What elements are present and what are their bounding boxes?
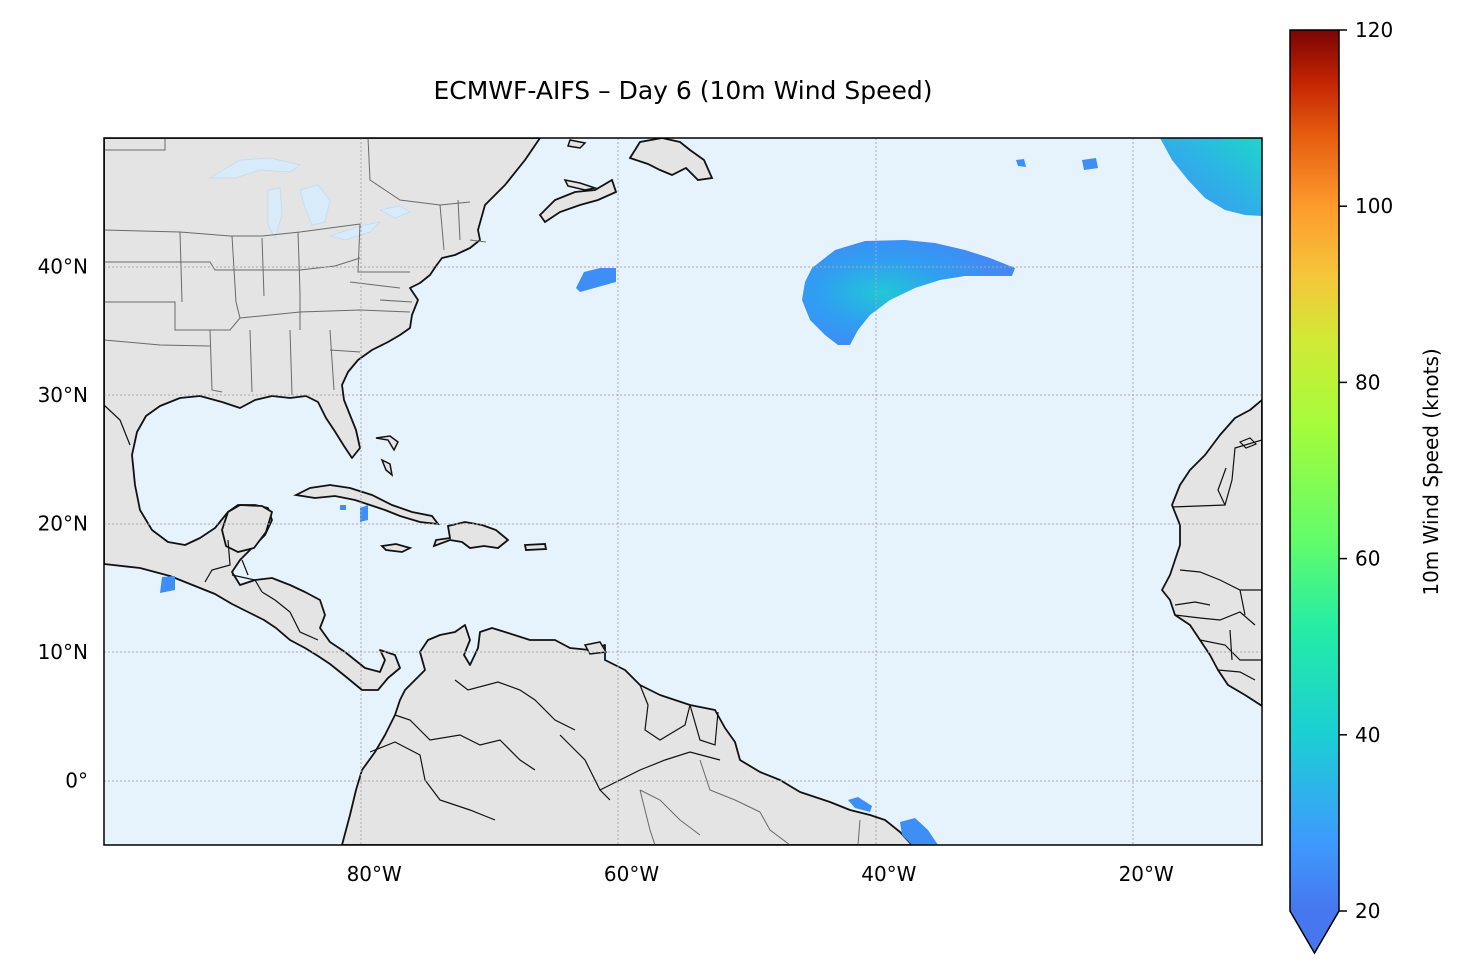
- map-panel: [103, 137, 1263, 846]
- gridlines: [104, 138, 1262, 845]
- colorbar-outline: [1289, 29, 1340, 955]
- land-north-america: [104, 138, 541, 691]
- wind-cell-equator-b: [900, 818, 938, 845]
- x-tick-label: 80°W: [347, 862, 402, 886]
- y-tick-labels: 40°N 30°N 20°N 10°N 0°: [38, 255, 88, 793]
- wind-cell-azores-b: [1082, 158, 1098, 170]
- map-frame: [103, 137, 1263, 846]
- state-borders: [104, 138, 487, 396]
- wind-cell-central-atlantic: [802, 240, 1015, 345]
- country-borders-south-america: [369, 679, 721, 821]
- x-tick-label: 20°W: [1119, 862, 1174, 886]
- wind-cell-azores-a: [1016, 159, 1026, 167]
- colorbar: 20 40 60 80 100 120 10m Wind Speed (knots): [1289, 18, 1443, 955]
- wind-speed-field: [160, 138, 1262, 845]
- land-pei: [563, 178, 598, 191]
- land-nova-scotia: [538, 178, 618, 224]
- colorbar-tick-label: 60: [1355, 547, 1380, 571]
- x-tick-label: 40°W: [861, 862, 916, 886]
- colorbar-tick-label: 80: [1355, 370, 1380, 394]
- wind-cell-caribbean-dot: [340, 505, 346, 510]
- y-tick-label: 0°: [65, 769, 88, 793]
- land-jamaica: [380, 543, 413, 553]
- wind-cell-northeast-corner: [1160, 138, 1262, 216]
- land-anticosti: [567, 139, 587, 149]
- colorbar-tick-label: 40: [1355, 723, 1380, 747]
- colorbar-ticks: 20 40 60 80 100 120: [1339, 18, 1393, 923]
- y-tick-label: 20°N: [38, 512, 88, 536]
- land-south-america: [341, 624, 913, 845]
- land-newfoundland: [628, 138, 714, 181]
- wind-cell-caribbean-small: [360, 505, 368, 522]
- great-lakes: [208, 157, 412, 241]
- y-tick-label: 40°N: [38, 255, 88, 279]
- state-borders-brazil: [639, 759, 861, 845]
- wind-cell-equator-a: [848, 797, 872, 812]
- land-puerto-rico: [523, 543, 548, 551]
- x-tick-labels: 80°W 60°W 40°W 20°W: [347, 862, 1174, 886]
- page-title: ECMWF-AIFS – Day 6 (10m Wind Speed): [433, 76, 933, 105]
- colorbar-extend-arrow: [1290, 911, 1339, 953]
- wind-cell-gulf-fonseca: [160, 576, 175, 593]
- land-africa: [1161, 399, 1262, 707]
- land-hispaniola: [432, 521, 510, 549]
- colorbar-tick-label: 20: [1355, 899, 1380, 923]
- y-tick-label: 10°N: [38, 640, 88, 664]
- land-yucatan: [221, 504, 274, 553]
- country-borders-central-america: [104, 404, 319, 641]
- wind-cell-offshore-nova-scotia: [576, 268, 616, 292]
- country-borders-africa: [1171, 439, 1262, 681]
- land-bahamas: [375, 435, 399, 477]
- colorbar-gradient: [1290, 30, 1339, 911]
- y-tick-label: 30°N: [38, 383, 88, 407]
- colorbar-label: 10m Wind Speed (knots): [1419, 348, 1443, 595]
- colorbar-tick-label: 100: [1355, 194, 1393, 218]
- x-tick-label: 60°W: [604, 862, 659, 886]
- colorbar-tick-label: 120: [1355, 18, 1393, 42]
